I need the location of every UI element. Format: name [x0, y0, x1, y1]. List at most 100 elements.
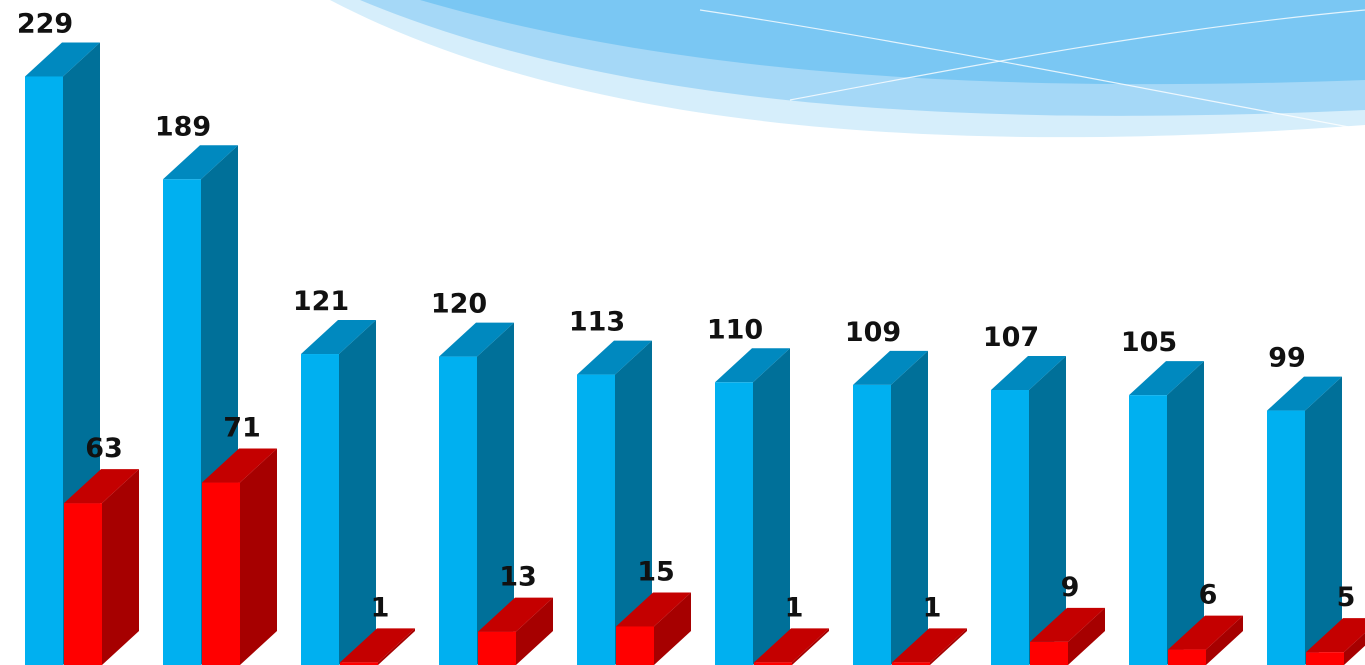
value-label-blue-8: 107 — [983, 322, 1039, 353]
bar-red-1-side — [102, 469, 139, 665]
bar-blue-6 — [715, 348, 790, 665]
bar-red-5-front — [616, 626, 654, 665]
value-label-red-4: 13 — [499, 562, 537, 593]
bar-blue-6-side — [753, 348, 790, 665]
bar-red-1 — [64, 469, 139, 665]
bar-red-5-side — [654, 592, 691, 665]
value-label-blue-2: 189 — [155, 111, 211, 142]
bar-red-4-front — [478, 631, 516, 665]
bar-blue-10-top — [1267, 376, 1342, 411]
value-label-group: 229 63 189 71 121 1 120 13 113 15 110 1 109 1 107 9 105 6… — [17, 8, 1356, 623]
bar-red-2-front — [202, 482, 240, 665]
bar-blue-1 — [25, 42, 100, 665]
bar-blue-5-side — [615, 340, 652, 665]
bar-blue-3 — [301, 320, 376, 665]
bar-blue-7 — [853, 350, 928, 665]
bar-red-4-top — [478, 597, 553, 632]
bar-red-7 — [892, 628, 967, 665]
bar-red-3-top — [340, 628, 415, 663]
bar-red-10-front — [1306, 652, 1344, 665]
bar-red-7-front — [892, 662, 930, 665]
bar-red-8-top — [1030, 607, 1105, 642]
bar-blue-1-front — [25, 76, 63, 665]
bar-red-4-side — [516, 597, 553, 665]
bar-blue-6-front — [715, 382, 753, 665]
value-label-red-7: 1 — [923, 592, 942, 623]
value-label-blue-1: 229 — [17, 8, 73, 39]
bar-blue-10-front — [1267, 410, 1305, 665]
bar-blue-9 — [1129, 361, 1204, 665]
bar-red-10-top — [1306, 618, 1365, 653]
value-label-blue-7: 109 — [845, 317, 901, 348]
bar-red-7-side — [930, 628, 967, 665]
value-label-blue-10: 99 — [1268, 343, 1306, 374]
bar-red-6-top — [754, 628, 829, 663]
bar-blue-3-front — [301, 354, 339, 665]
bar-blue-4 — [439, 322, 514, 665]
value-label-red-6: 1 — [785, 592, 804, 623]
bar-group — [25, 42, 1365, 665]
bar-red-9-front — [1168, 649, 1206, 665]
bar-blue-9-top — [1129, 361, 1204, 396]
bar-blue-10-side — [1305, 376, 1342, 665]
bar-blue-2-front — [163, 179, 201, 665]
bar-red-2-top — [202, 448, 277, 483]
bar-blue-4-side — [477, 322, 514, 665]
bar-blue-5-top — [577, 340, 652, 375]
bar-red-3 — [340, 628, 415, 665]
bar-red-6-front — [754, 662, 792, 665]
bar-red-9 — [1168, 615, 1243, 665]
bar-red-2 — [202, 448, 277, 665]
bar-blue-5 — [577, 340, 652, 665]
bar-blue-2-top — [163, 145, 238, 180]
value-label-blue-3: 121 — [293, 286, 349, 317]
value-label-red-10: 5 — [1337, 582, 1356, 613]
bar-blue-8-top — [991, 356, 1066, 391]
bar-red-10 — [1306, 618, 1365, 665]
bar-blue-9-side — [1167, 361, 1204, 665]
value-label-blue-6: 110 — [707, 314, 763, 345]
bar-red-6 — [754, 628, 829, 665]
value-label-red-2: 71 — [223, 413, 261, 444]
bar-blue-7-side — [891, 350, 928, 665]
bar-blue-5-front — [577, 374, 615, 665]
bar-blue-7-front — [853, 384, 891, 665]
bar-blue-8 — [991, 356, 1066, 665]
bar-red-3-side — [378, 628, 415, 665]
bar-blue-1-top — [25, 42, 100, 77]
value-label-red-9: 6 — [1199, 580, 1218, 611]
bar-red-5 — [616, 592, 691, 665]
bar-red-4 — [478, 597, 553, 665]
bar-red-10-side — [1344, 632, 1365, 665]
bar-blue-6-top — [715, 348, 790, 383]
bar-blue-7-top — [853, 350, 928, 385]
bar-red-9-top — [1168, 615, 1243, 650]
bar-red-2-side — [240, 448, 277, 665]
bar-red-1-front — [64, 503, 102, 665]
bar-red-6-side — [792, 628, 829, 665]
bar-red-9-side — [1206, 615, 1243, 665]
bar-red-8-side — [1068, 607, 1105, 665]
bar-blue-8-side — [1029, 356, 1066, 665]
bar-blue-3-side — [339, 320, 376, 665]
bar-blue-4-front — [439, 356, 477, 665]
value-label-blue-9: 105 — [1121, 327, 1177, 358]
bar-red-8 — [1030, 607, 1105, 665]
wave-highlight-line — [789, 9, 1365, 101]
value-label-blue-5: 113 — [569, 307, 625, 338]
value-label-red-8: 9 — [1061, 572, 1080, 603]
bar-blue-10 — [1267, 376, 1342, 665]
bar-blue-3-top — [301, 320, 376, 355]
bar-blue-8-front — [991, 390, 1029, 665]
wave-highlight-line — [699, 9, 1365, 131]
value-label-red-3: 1 — [371, 592, 390, 623]
bar-red-8-front — [1030, 641, 1068, 665]
bar-red-5-top — [616, 592, 691, 627]
value-label-blue-4: 120 — [431, 289, 487, 320]
bar-red-7-top — [892, 628, 967, 663]
bar-red-3-front — [340, 662, 378, 665]
decorative-wave-banner — [330, 0, 1365, 138]
bar-red-1-top — [64, 469, 139, 504]
value-label-red-1: 63 — [85, 433, 123, 464]
bar-blue-4-top — [439, 322, 514, 357]
